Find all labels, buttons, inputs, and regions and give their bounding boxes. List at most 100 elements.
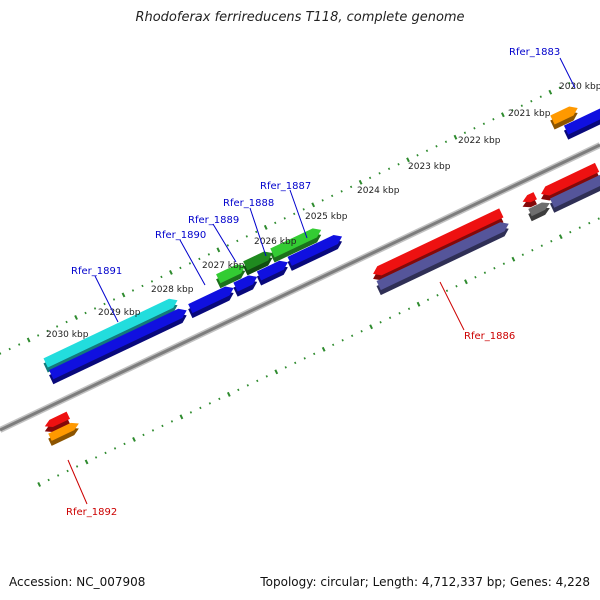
upper-scale-tick <box>540 96 541 98</box>
gene-label-rfer-1887[interactable]: Rfer_1887 <box>260 181 311 192</box>
lower-scale-tick <box>180 415 182 419</box>
lower-scale-tick <box>190 411 191 413</box>
lower-scale-tick <box>560 235 562 239</box>
lower-scale-tick <box>285 366 286 368</box>
lower-scale-tick <box>275 370 277 374</box>
lower-scale-tick <box>143 434 144 436</box>
gene-label-rfer-1892[interactable]: Rfer_1892 <box>66 507 117 518</box>
lower-scale-tick <box>370 325 372 329</box>
leader-rfer-1888 <box>250 208 266 256</box>
accession-text: Accession: NC_007908 <box>9 575 145 589</box>
upper-scale-tick <box>75 315 77 319</box>
lower-scale-tick <box>67 470 68 472</box>
lower-scale-tick <box>418 302 420 306</box>
lower-scale-tick <box>58 475 59 477</box>
upper-scale-tick <box>9 348 10 350</box>
lower-scale-tick <box>475 276 476 278</box>
lower-scale-tick <box>38 482 40 486</box>
lower-scale-tick <box>86 460 88 464</box>
upper-scale-tick <box>199 258 200 260</box>
kbp-label-2022: 2022 kbp <box>458 136 501 146</box>
upper-scale-tick <box>256 231 257 233</box>
lower-scale-tick <box>361 330 362 332</box>
upper-scale-tick <box>341 190 342 192</box>
lower-scale-tick <box>447 290 448 292</box>
upper-scale-tick <box>265 225 267 229</box>
lower-scale-tick <box>209 402 210 404</box>
upper-scale-tick <box>531 100 532 102</box>
upper-scale-tick <box>170 270 172 274</box>
gene-label-rfer-1891[interactable]: Rfer_1891 <box>71 266 122 277</box>
upper-scale-tick <box>493 118 494 120</box>
upper-scale-tick <box>398 163 399 165</box>
upper-scale-tick <box>95 308 96 310</box>
lower-scale-tick <box>494 267 495 269</box>
upper-scale-tick <box>114 299 115 301</box>
gene-red-small[interactable] <box>523 192 537 207</box>
lower-scale-tick <box>399 312 400 314</box>
lower-scale-tick <box>124 443 125 445</box>
lower-scale-tick <box>428 299 429 301</box>
upper-scale-tick <box>360 180 362 184</box>
upper-scale-tick <box>246 235 247 237</box>
upper-scale-tick <box>237 240 238 242</box>
lower-scale-tick <box>133 437 135 441</box>
lower-scale-tick <box>598 218 599 220</box>
lower-scale-tick <box>172 420 173 422</box>
upper-scale-tick <box>227 244 228 246</box>
topology-text: Topology: circular; Length: 4,712,337 bp… <box>260 575 590 589</box>
lower-scale-tick <box>551 240 552 242</box>
gene-label-rfer-1889[interactable]: Rfer_1889 <box>188 215 239 226</box>
upper-scale-tick <box>474 127 475 129</box>
kbp-label-2020: 2020 kbp <box>559 82 600 92</box>
upper-scale-tick <box>502 113 504 117</box>
lower-scale-tick <box>105 452 106 454</box>
leader-rfer-1886 <box>440 282 464 330</box>
upper-scale-tick <box>521 105 522 107</box>
lower-scale-tick <box>77 466 78 468</box>
upper-scale-tick <box>180 267 181 269</box>
upper-scale-tick <box>465 132 466 134</box>
upper-scale-tick <box>275 222 276 224</box>
gene-label-rfer-1890[interactable]: Rfer_1890 <box>155 230 206 241</box>
lower-scale-tick <box>219 398 220 400</box>
upper-scale-tick <box>417 154 418 156</box>
lower-scale-tick <box>323 347 325 351</box>
upper-scale-tick <box>66 321 67 323</box>
lower-scale-tick <box>352 335 353 337</box>
upper-scale-tick <box>389 168 390 170</box>
upper-scale-tick <box>427 150 428 152</box>
lower-scale-tick <box>257 380 258 382</box>
gene-label-rfer-1883[interactable]: Rfer_1883 <box>509 47 560 58</box>
lower-scale-tick <box>465 280 467 284</box>
upper-scale-tick <box>208 253 209 255</box>
upper-scale-tick <box>123 293 125 297</box>
upper-scale-tick <box>161 276 162 278</box>
gene-rfer-1890[interactable] <box>188 286 234 318</box>
upper-scale-tick <box>0 353 1 355</box>
lower-scale-tick <box>162 425 163 427</box>
lower-scale-tick <box>390 317 391 319</box>
lower-scale-tick <box>200 407 201 409</box>
lower-scale-tick <box>579 227 580 229</box>
lower-scale-tick <box>115 448 116 450</box>
lower-scale-tick <box>503 263 504 265</box>
kbp-label-2029: 2029 kbp <box>98 308 141 318</box>
gene-label-rfer-1886[interactable]: Rfer_1886 <box>464 331 515 342</box>
upper-scale-tick <box>370 177 371 179</box>
lower-scale-tick <box>522 254 523 256</box>
gene-label-rfer-1888[interactable]: Rfer_1888 <box>223 198 274 209</box>
upper-scale-tick <box>483 123 484 125</box>
upper-scale-tick <box>549 90 551 94</box>
lower-scale-tick <box>589 222 590 224</box>
lower-scale-tick <box>48 479 49 481</box>
gene-rfer-1886b-face <box>377 222 509 290</box>
lower-scale-tick <box>541 245 542 247</box>
upper-scale-tick <box>379 172 380 174</box>
gene-rfer-1891b-face <box>49 309 187 379</box>
lower-scale-tick <box>570 231 571 233</box>
upper-scale-tick <box>57 326 58 328</box>
lower-scale-tick <box>304 357 305 359</box>
lower-scale-tick <box>380 321 381 323</box>
lower-scale-tick <box>314 353 315 355</box>
